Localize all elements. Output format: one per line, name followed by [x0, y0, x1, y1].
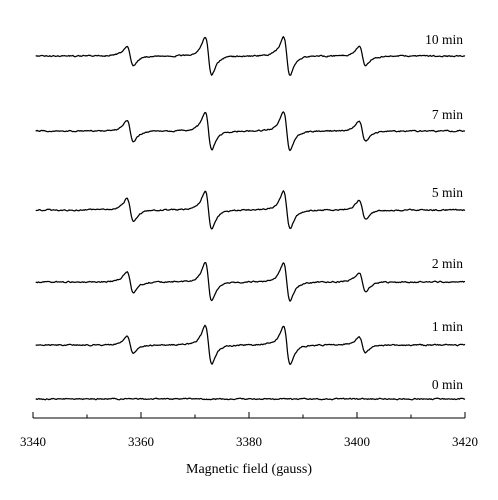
- series-trace: [35, 324, 466, 366]
- x-tick-label: 3360: [128, 434, 154, 449]
- series-trace: [35, 190, 466, 230]
- series-label: 10 min: [425, 32, 463, 47]
- x-axis: 3340 3360 3380 3400 3420 Magnetic field (gau…: [20, 412, 478, 477]
- series-trace: [35, 36, 466, 76]
- x-tick-label: 3420: [452, 434, 478, 449]
- series-labels: 10 min 7 min 5 min 2 min 1 min 0 min: [425, 32, 463, 392]
- series-label: 1 min: [432, 319, 463, 334]
- x-axis-label: Magnetic field (gauss): [186, 462, 312, 477]
- spectra-traces: [35, 36, 466, 401]
- series-trace: [35, 397, 466, 401]
- x-tick-label: 3400: [344, 434, 370, 449]
- x-tick-label: 3340: [20, 434, 46, 449]
- x-tick-label: 3380: [236, 434, 262, 449]
- series-trace: [35, 111, 466, 152]
- series-label: 2 min: [432, 256, 463, 271]
- series-trace: [35, 261, 466, 302]
- x-ticks: 3340 3360 3380 3400 3420: [20, 412, 478, 449]
- series-label: 7 min: [432, 107, 463, 122]
- series-label: 0 min: [432, 377, 463, 392]
- series-label: 5 min: [432, 185, 463, 200]
